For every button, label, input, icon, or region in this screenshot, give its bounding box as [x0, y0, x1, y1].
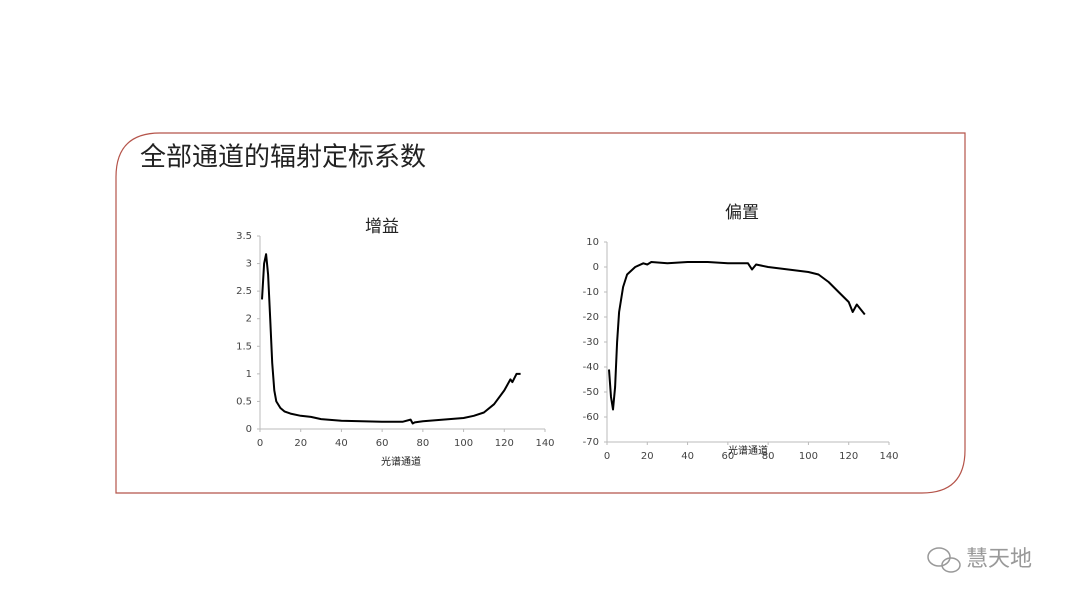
y-tick-label: -50	[583, 387, 599, 398]
chart-title: 增益	[365, 217, 399, 237]
watermark-icon	[927, 547, 961, 573]
x-tick-label: 80	[762, 451, 775, 462]
x-tick-label: 120	[839, 451, 858, 462]
y-tick-label: 2	[246, 314, 252, 325]
x-tick-label: 40	[681, 451, 694, 462]
y-tick-label: -40	[583, 362, 599, 373]
slide-title: 全部通道的辐射定标系数	[140, 143, 426, 173]
x-tick-label: 0	[604, 451, 610, 462]
x-axis-label: 光谱通道	[381, 455, 421, 468]
y-tick-label: 10	[586, 237, 599, 248]
y-tick-label: 1.5	[236, 341, 252, 352]
data-line	[608, 261, 866, 411]
watermark: 慧天地	[966, 547, 1032, 572]
x-tick-label: 40	[335, 438, 348, 449]
chart-title: 偏置	[725, 203, 759, 223]
y-tick-label: -30	[583, 337, 599, 348]
y-tick-label: 3.5	[236, 231, 252, 242]
x-tick-label: 60	[376, 438, 389, 449]
y-tick-label: -20	[583, 312, 599, 323]
x-tick-label: 100	[799, 451, 818, 462]
y-tick-label: 2.5	[236, 286, 252, 297]
y-tick-label: 1	[246, 369, 252, 380]
x-tick-label: 0	[257, 438, 263, 449]
x-tick-label: 80	[416, 438, 429, 449]
x-tick-label: 140	[535, 438, 554, 449]
y-tick-label: 0	[593, 262, 599, 273]
y-tick-label: -10	[583, 287, 599, 298]
y-tick-label: 0.5	[236, 396, 252, 407]
x-tick-label: 100	[454, 438, 473, 449]
x-axis-label: 光谱通道	[728, 444, 768, 457]
y-tick-label: -60	[583, 412, 599, 423]
x-tick-label: 60	[721, 451, 734, 462]
x-tick-label: 140	[879, 451, 898, 462]
y-tick-label: 3	[246, 259, 252, 270]
frame	[115, 132, 966, 494]
x-tick-label: 20	[294, 438, 307, 449]
y-tick-label: 0	[246, 424, 252, 435]
x-tick-label: 20	[641, 451, 654, 462]
data-line	[261, 253, 521, 425]
x-tick-label: 120	[495, 438, 514, 449]
y-tick-label: -70	[583, 437, 599, 448]
